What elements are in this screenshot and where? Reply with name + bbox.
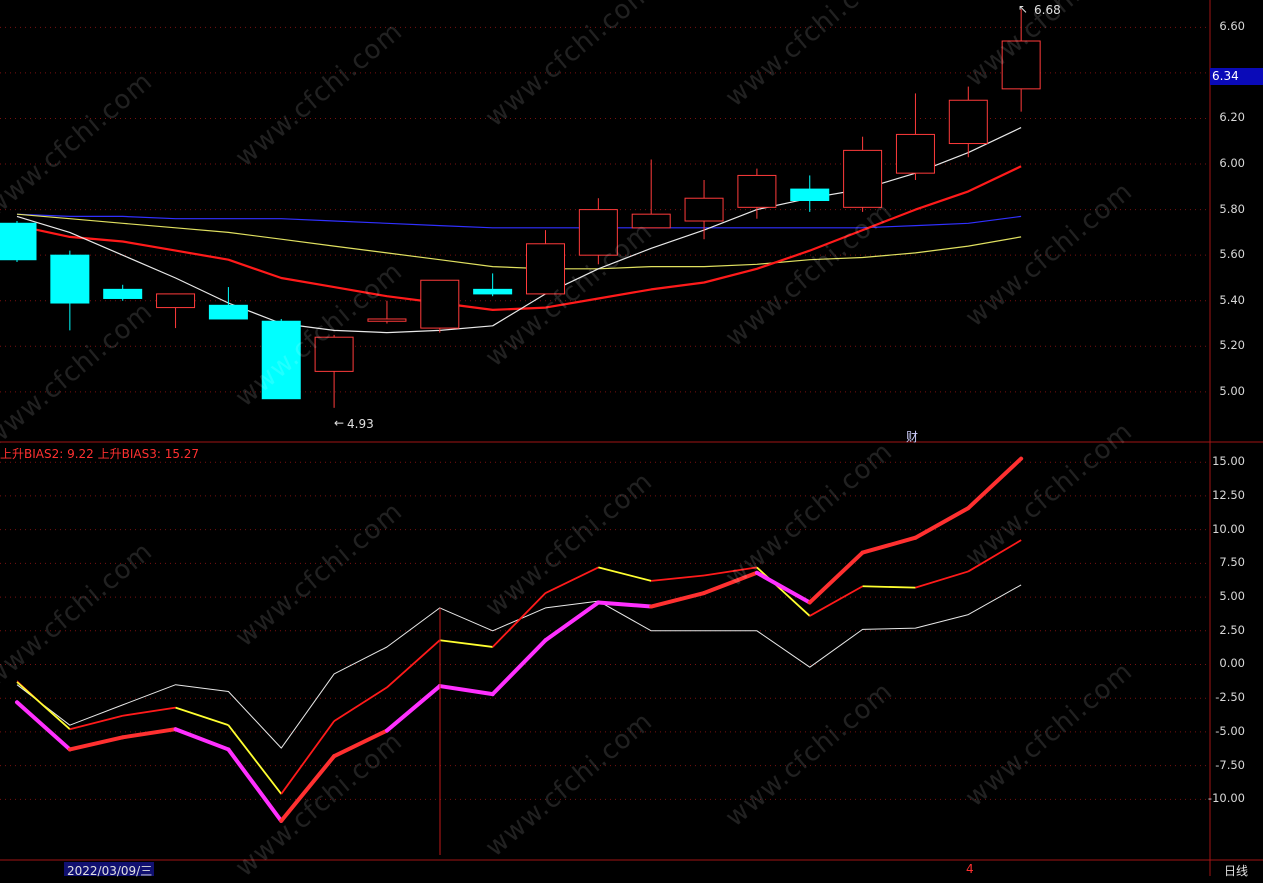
grid-lines [0,26,1210,800]
bias-thick-segment [384,684,442,733]
bias-thick-segment [279,754,337,823]
bias-tick-label: -5.00 [1215,723,1245,738]
price-tick-label: 5.80 [1219,201,1245,216]
bias-mid-segment [69,714,123,731]
bias-thick-segment [966,456,1024,511]
bias-thick-segment [807,550,865,605]
current-price-label: 6.34 [1212,69,1239,83]
candle-body [1001,40,1041,90]
bias-thick-segment [913,506,971,540]
bias-thick-segment [543,600,601,643]
bias-lines [15,456,1024,823]
bias-mid-segment [862,585,916,589]
bias-mid-segment [651,574,705,582]
bias-mid-segment [16,681,71,730]
candle-body [420,279,460,329]
candle-body [261,320,301,400]
bias-mid-segment [227,724,282,795]
price-tick-label: 5.60 [1219,247,1245,262]
bias-mid-segment [756,566,811,617]
bias-tick-label: 10.00 [1212,521,1245,536]
candle-body [473,288,513,295]
candle-body [843,149,883,208]
bias-tick-label: 5.00 [1219,589,1245,604]
bias-tick-label: -10.00 [1207,791,1245,806]
bias-tick-label: -2.50 [1215,690,1245,705]
bias-mid-segment [703,566,758,577]
candle-body [156,293,196,309]
bias-thick-segment [332,728,389,759]
bias-thick-segment [649,591,707,609]
candle-body [50,254,90,304]
bias-tick-label: 7.50 [1219,555,1245,570]
month-marker: 4 [966,862,974,876]
price-tick-label: 5.40 [1219,292,1245,307]
low-price-arrow: ← [334,416,345,430]
period-label[interactable]: 日线 [1224,864,1249,878]
bias-mid-segment [175,706,229,727]
bias-thick-segment [490,638,548,697]
ma-red-line [16,165,1022,311]
date-label: 2022/03/09/三 [67,864,153,878]
bias-mid-segment [967,539,1022,573]
bias-thick-segment [173,727,231,752]
price-tick-label: 6.00 [1219,156,1245,171]
bias-tick-label: -7.50 [1215,757,1245,772]
bias-mid-segment [492,592,547,648]
bias-tick-label: 15.00 [1212,454,1245,469]
bias-tick-label: 2.50 [1219,622,1245,637]
candle-body [103,288,143,299]
candle-body [314,336,354,372]
candlesticks [0,9,1041,408]
bias-thick-segment [120,727,178,740]
bias-thick-segment [860,535,918,555]
bias-thick-segment [754,570,812,605]
candle-body [0,222,37,261]
ma-blue-line [16,213,1022,229]
bias-tick-label: 0.00 [1219,656,1245,671]
high-price-arrow: ↖ [1018,2,1029,16]
bias-thick-segment [67,735,125,752]
price-tick-label: 5.00 [1219,383,1245,398]
candle-body [684,197,724,222]
candle-body [948,99,988,145]
event-marker[interactable]: 财 [906,430,919,444]
bias-thick-segment [15,700,72,752]
bias-mid-segment [386,639,441,689]
bias-mid-segment [280,720,335,795]
low-price-label: 4.93 [347,417,374,431]
candle-body [790,188,830,201]
price-tick-label: 6.20 [1219,110,1245,125]
bias-mid-segment [598,566,652,582]
price-tick-label: 6.60 [1219,19,1245,34]
price-tick-label: 5.20 [1219,338,1245,353]
bias-thick-segment [596,600,654,609]
bias-tick-label: 12.50 [1212,487,1245,502]
bias-mid-segment [122,706,176,717]
candle-body [367,318,407,322]
bias-mid-segment [545,566,599,594]
date-box [64,862,154,876]
candle-body [895,133,935,174]
bias-mid-segment [809,585,864,617]
candle-body [526,243,565,295]
bias-thick-segment [226,747,284,823]
candle-body [631,213,671,229]
candle-body [578,209,618,256]
candle-body [737,174,777,208]
current-price-box [1210,68,1263,85]
bias-thick-segment [702,570,759,596]
bias-mid-segment [915,570,969,589]
bias-legend: 上升BIAS2: 9.22 上升BIAS3: 15.27 [0,447,200,461]
candle-body [208,304,248,320]
bias-mid-segment [333,686,388,722]
bias-thick-segment [437,684,495,697]
ma-yellow-line [16,213,1022,270]
bias-mid-segment [439,639,493,648]
high-price-label: 6.68 [1034,3,1061,17]
